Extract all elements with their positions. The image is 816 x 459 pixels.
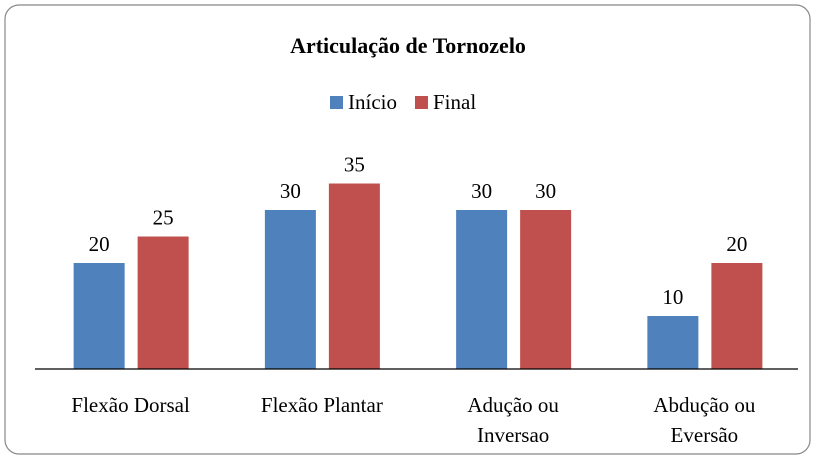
x-tick-label: Flexão Plantar xyxy=(260,393,383,417)
data-label: 35 xyxy=(344,153,365,177)
data-label: 25 xyxy=(153,206,174,230)
bar xyxy=(520,210,572,369)
legend-swatch xyxy=(414,96,428,109)
bar xyxy=(456,210,508,369)
bar xyxy=(73,263,125,369)
data-label: 20 xyxy=(89,232,110,256)
x-tick-label: Flexão Dorsal xyxy=(71,393,190,417)
chart-border xyxy=(4,4,811,455)
data-label: 30 xyxy=(471,179,492,203)
bar xyxy=(711,263,763,369)
data-label: 30 xyxy=(535,179,556,203)
chart-title: Articulação de Tornozelo xyxy=(290,33,526,58)
data-label: 30 xyxy=(280,179,301,203)
x-tick-label: Adução ou Inversao xyxy=(467,393,559,447)
legend-label: Final xyxy=(433,90,476,114)
bar xyxy=(264,210,316,369)
data-label: 10 xyxy=(662,285,683,309)
bar xyxy=(328,183,380,369)
legend-label: Início xyxy=(348,90,397,114)
bar xyxy=(647,316,699,369)
x-tick-label: Abdução ou Eversão xyxy=(653,393,756,447)
data-label: 20 xyxy=(726,232,747,256)
legend-swatch xyxy=(330,96,343,109)
bar xyxy=(137,236,189,369)
